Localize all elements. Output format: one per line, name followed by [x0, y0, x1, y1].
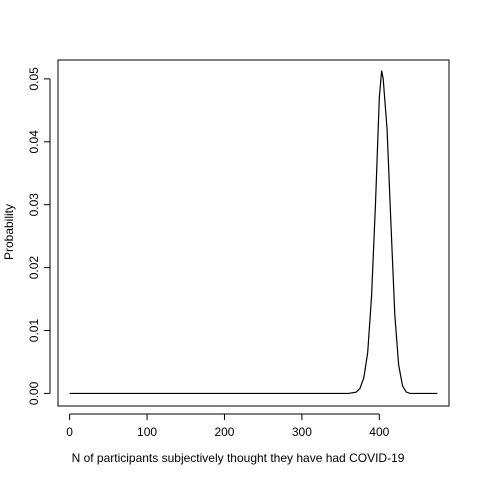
x-tick-label: 0 [66, 425, 73, 439]
y-tick-label: 0.05 [27, 67, 41, 91]
x-tick-label: 400 [369, 425, 389, 439]
x-tick-label: 100 [137, 425, 157, 439]
x-axis: 0 100 200 300 400 [66, 413, 390, 439]
plot-frame [57, 59, 450, 407]
x-tick-label: 200 [214, 425, 234, 439]
y-tick-label: 0.03 [27, 193, 41, 217]
y-tick-label: 0.00 [27, 381, 41, 405]
x-axis-title: N of participants subjectively thought t… [72, 451, 405, 465]
probability-curve [69, 70, 438, 395]
y-tick-label: 0.01 [27, 319, 41, 343]
y-tick-label: 0.04 [27, 130, 41, 154]
x-tick-label: 300 [292, 425, 312, 439]
y-tick-label: 0.02 [27, 256, 41, 280]
y-axis-title: Probability [2, 204, 16, 260]
y-axis: 0.00 0.01 0.02 0.03 0.04 0.05 [27, 67, 51, 405]
